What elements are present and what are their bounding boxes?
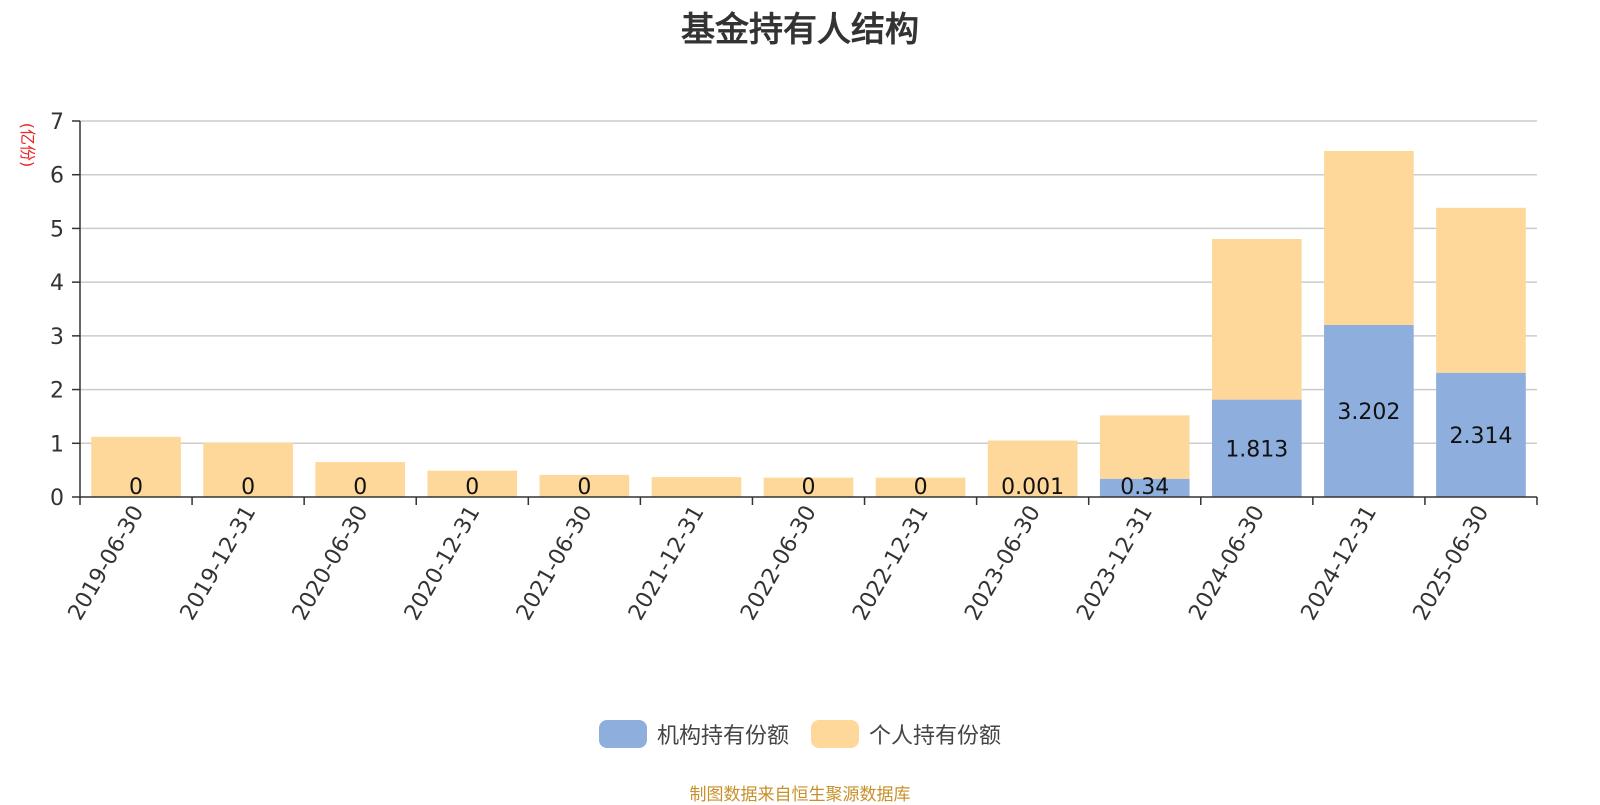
x-tick-label: 2023-12-31: [1072, 502, 1158, 625]
y-tick-label: 7: [50, 110, 64, 135]
x-tick-label: 2022-12-31: [848, 502, 934, 625]
x-tick-label: 2024-12-31: [1297, 502, 1383, 625]
y-tick-label: 6: [50, 164, 64, 189]
source-note: 制图数据来自恒生聚源数据库: [0, 780, 1600, 805]
y-tick-label: 2: [50, 379, 64, 404]
x-tick-label: 2022-06-30: [736, 502, 822, 625]
data-label-institutional: 2.314: [1449, 424, 1512, 449]
x-tick-label: 2019-12-31: [176, 502, 262, 625]
x-tick-label: 2025-06-30: [1409, 502, 1495, 625]
x-tick-label: 2023-06-30: [960, 502, 1046, 625]
chart-legend: 机构持有份额 个人持有份额: [0, 718, 1600, 750]
data-label-institutional: 1.813: [1225, 437, 1288, 462]
legend-label-institutional: 机构持有份额: [657, 718, 789, 750]
x-tick-label: 2024-06-30: [1184, 502, 1270, 625]
legend-swatch-institutional: [599, 720, 647, 748]
chart-title: 基金持有人结构: [0, 2, 1600, 51]
bar-individual: [1324, 151, 1414, 325]
x-tick-label: 2021-12-31: [624, 502, 710, 625]
legend-swatch-individual: [811, 720, 859, 748]
x-tick-label: 2021-06-30: [512, 502, 598, 625]
y-tick-label: 0: [50, 486, 64, 511]
y-tick-label: 4: [50, 271, 64, 296]
x-tick-label: 2019-06-30: [64, 502, 150, 625]
legend-label-individual: 个人持有份额: [869, 718, 1001, 750]
data-label-institutional: 3.202: [1337, 400, 1400, 425]
y-tick-label: 3: [50, 325, 64, 350]
x-tick-label: 2020-06-30: [288, 502, 374, 625]
y-tick-label: 5: [50, 217, 64, 242]
legend-item-institutional[interactable]: 机构持有份额: [599, 718, 789, 750]
bar-individual: [1212, 239, 1302, 400]
y-axis-unit-label: (亿份): [18, 123, 37, 168]
y-tick-label: 1: [50, 432, 64, 457]
legend-item-individual[interactable]: 个人持有份额: [811, 718, 1001, 750]
x-tick-label: 2020-12-31: [400, 502, 486, 625]
bar-individual: [652, 477, 742, 497]
bar-individual: [1436, 208, 1526, 373]
bar-individual: [1100, 415, 1190, 478]
